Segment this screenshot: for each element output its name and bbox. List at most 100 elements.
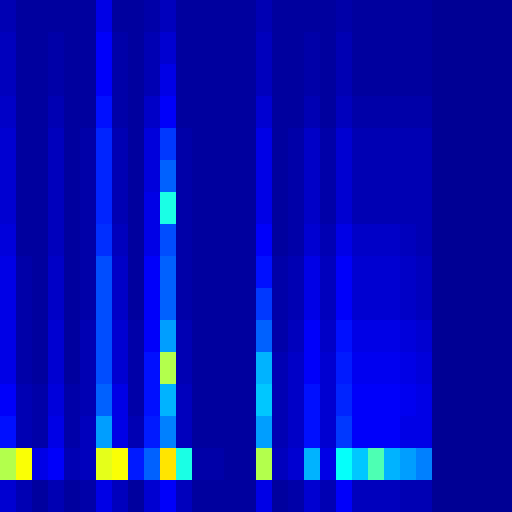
cell — [368, 128, 385, 161]
cell — [416, 416, 433, 449]
cell — [16, 256, 33, 289]
cell — [368, 64, 385, 97]
cell — [96, 256, 113, 289]
cell — [400, 288, 417, 321]
cell — [352, 384, 369, 417]
cell — [480, 480, 497, 512]
cell — [288, 192, 305, 225]
cell — [96, 288, 113, 321]
cell — [0, 64, 17, 97]
cell — [256, 288, 273, 321]
cell — [336, 96, 353, 129]
cell — [384, 256, 401, 289]
cell — [128, 96, 145, 129]
cell — [48, 32, 65, 65]
cell — [352, 288, 369, 321]
cell — [32, 32, 49, 65]
cell — [16, 416, 33, 449]
cell — [448, 448, 465, 481]
cell — [304, 320, 321, 353]
cell — [464, 480, 481, 512]
cell — [64, 352, 81, 385]
cell — [384, 224, 401, 257]
cell — [224, 96, 241, 129]
cell — [352, 224, 369, 257]
cell — [112, 0, 129, 33]
cell — [336, 480, 353, 512]
cell — [224, 416, 241, 449]
cell — [224, 128, 241, 161]
cell — [496, 320, 512, 353]
cell — [192, 0, 209, 33]
cell — [128, 384, 145, 417]
cell — [448, 320, 465, 353]
cell — [336, 416, 353, 449]
cell — [400, 384, 417, 417]
cell — [240, 256, 257, 289]
cell — [432, 32, 449, 65]
cell — [96, 352, 113, 385]
cell — [304, 32, 321, 65]
cell — [64, 384, 81, 417]
cell — [32, 320, 49, 353]
cell — [48, 224, 65, 257]
cell — [176, 192, 193, 225]
cell — [416, 352, 433, 385]
cell — [0, 32, 17, 65]
cell — [464, 384, 481, 417]
cell — [432, 480, 449, 512]
cell — [112, 224, 129, 257]
cell — [288, 384, 305, 417]
cell — [176, 96, 193, 129]
cell — [64, 448, 81, 481]
cell — [208, 128, 225, 161]
cell — [256, 384, 273, 417]
cell — [288, 256, 305, 289]
cell — [336, 224, 353, 257]
cell — [144, 224, 161, 257]
cell — [192, 256, 209, 289]
cell — [240, 320, 257, 353]
cell — [272, 416, 289, 449]
cell — [48, 416, 65, 449]
cell — [304, 480, 321, 512]
cell — [448, 256, 465, 289]
cell — [128, 320, 145, 353]
cell — [160, 192, 177, 225]
cell — [48, 192, 65, 225]
cell — [176, 352, 193, 385]
cell — [160, 320, 177, 353]
cell — [464, 96, 481, 129]
cell — [288, 128, 305, 161]
cell — [16, 32, 33, 65]
cell — [432, 256, 449, 289]
cell — [208, 96, 225, 129]
cell — [128, 160, 145, 193]
cell — [0, 0, 17, 33]
cell — [416, 288, 433, 321]
cell — [160, 352, 177, 385]
cell — [160, 32, 177, 65]
cell — [224, 448, 241, 481]
cell — [144, 128, 161, 161]
cell — [304, 448, 321, 481]
cell — [384, 352, 401, 385]
cell — [256, 256, 273, 289]
cell — [96, 128, 113, 161]
cell — [208, 160, 225, 193]
cell — [240, 416, 257, 449]
cell — [432, 64, 449, 97]
cell — [272, 32, 289, 65]
cell — [192, 64, 209, 97]
cells — [0, 0, 512, 512]
cell — [336, 320, 353, 353]
cell — [368, 320, 385, 353]
cell — [208, 32, 225, 65]
cell — [352, 32, 369, 65]
cell — [384, 0, 401, 33]
cell — [288, 416, 305, 449]
cell — [64, 96, 81, 129]
cell — [144, 416, 161, 449]
cell — [400, 160, 417, 193]
cell — [240, 352, 257, 385]
